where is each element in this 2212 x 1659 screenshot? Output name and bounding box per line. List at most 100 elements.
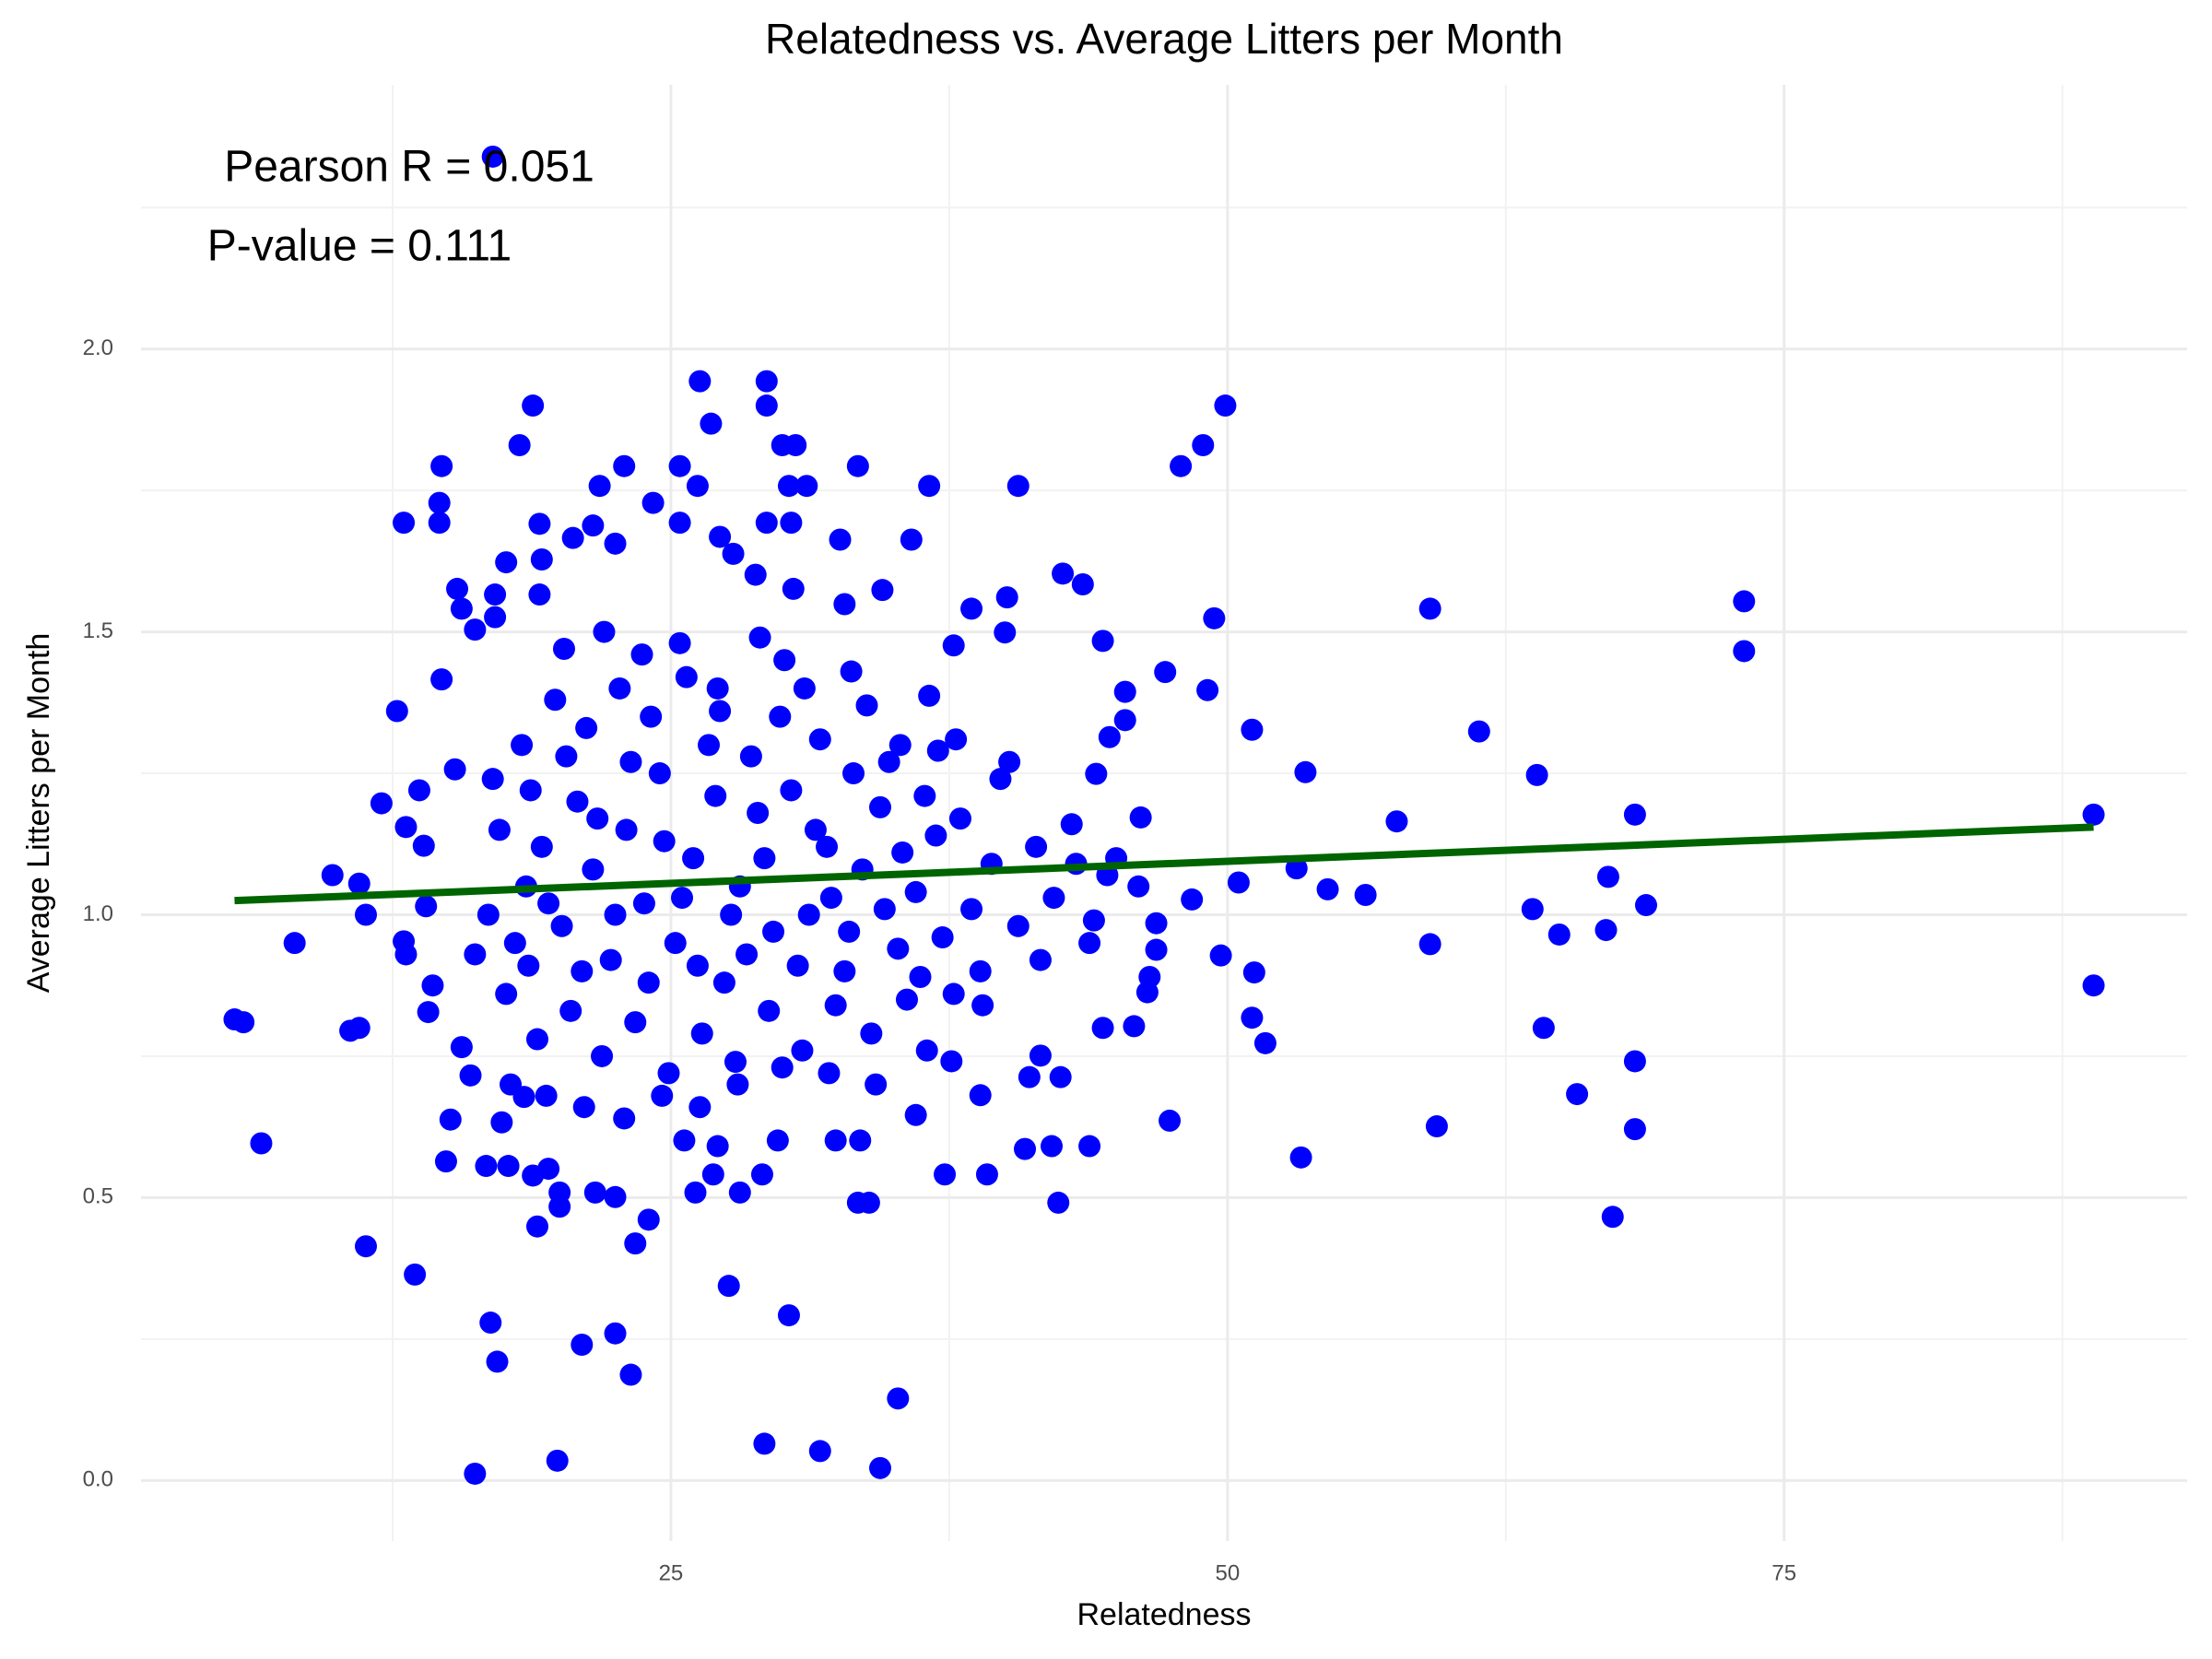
point [704, 784, 727, 807]
point [871, 579, 894, 602]
point [1170, 454, 1193, 477]
point [697, 734, 720, 757]
point [522, 1164, 545, 1187]
point [1085, 762, 1108, 785]
x-axis-title: Relatedness [1077, 1597, 1251, 1632]
point [888, 734, 912, 757]
point [490, 1111, 513, 1134]
point [1241, 718, 1264, 741]
point [1029, 1044, 1052, 1067]
point [1078, 932, 1101, 955]
point [904, 1103, 927, 1126]
point [582, 514, 605, 537]
y-tick-label: 0.5 [83, 1184, 113, 1209]
point [1227, 871, 1250, 894]
point [900, 528, 923, 551]
point [412, 834, 435, 857]
point [415, 895, 438, 918]
point [887, 1387, 910, 1410]
point [632, 892, 655, 915]
y-tick-label: 0.0 [83, 1467, 113, 1492]
point [758, 999, 781, 1022]
point [586, 807, 609, 830]
point [1006, 914, 1030, 937]
point [484, 606, 507, 629]
point [1025, 835, 1048, 858]
point [561, 526, 584, 549]
point [1241, 1006, 1264, 1030]
point [777, 1304, 800, 1327]
point [1049, 1065, 1072, 1088]
point [688, 1096, 712, 1119]
point [544, 688, 567, 712]
point [712, 971, 735, 994]
point [833, 593, 856, 616]
point [869, 1456, 892, 1479]
point [960, 898, 983, 921]
point [370, 792, 393, 815]
point [619, 1363, 642, 1386]
point [995, 586, 1018, 609]
point [1078, 1135, 1101, 1158]
point [1082, 909, 1105, 932]
point [1623, 1118, 1646, 1141]
point [1113, 709, 1136, 732]
point [525, 1028, 548, 1051]
point [477, 903, 500, 926]
point [706, 677, 729, 700]
point [675, 665, 698, 688]
point [1060, 813, 1083, 836]
point [495, 982, 518, 1006]
point [804, 818, 827, 841]
point [604, 903, 627, 926]
x-tick-label: 25 [659, 1560, 684, 1585]
point [998, 750, 1021, 773]
point [417, 1001, 440, 1024]
point [940, 1050, 963, 1073]
point [464, 618, 487, 641]
point [1091, 629, 1114, 653]
point [1041, 1135, 1064, 1158]
trend-line [234, 823, 2094, 905]
point [537, 892, 560, 915]
point [724, 1051, 747, 1074]
point [446, 577, 469, 600]
point [994, 621, 1017, 644]
point [1018, 1065, 1041, 1088]
point [668, 512, 691, 535]
point [548, 1195, 571, 1218]
point [686, 954, 709, 977]
point [428, 512, 451, 535]
point [833, 959, 856, 982]
point [777, 475, 800, 498]
point [481, 145, 504, 168]
point [1623, 1050, 1646, 1073]
point [1192, 434, 1215, 457]
point [913, 784, 936, 807]
plot-area [223, 145, 2105, 1485]
point [575, 716, 598, 739]
point [1042, 887, 1065, 910]
point [519, 779, 542, 802]
point [766, 1129, 789, 1152]
point [555, 745, 578, 768]
point [1127, 875, 1150, 898]
point [887, 937, 910, 960]
point [593, 620, 616, 643]
x-tick-label: 75 [1771, 1560, 1796, 1585]
point [1385, 810, 1408, 833]
point [975, 1163, 998, 1186]
point [1601, 1206, 1624, 1229]
point [583, 1181, 606, 1204]
point [591, 1044, 614, 1067]
point [439, 1108, 462, 1131]
point [613, 454, 636, 477]
point [525, 1215, 548, 1238]
point [1733, 640, 1756, 663]
point [771, 1056, 794, 1079]
point [1113, 680, 1136, 703]
point [550, 914, 573, 937]
point [918, 475, 941, 498]
point [797, 903, 820, 926]
